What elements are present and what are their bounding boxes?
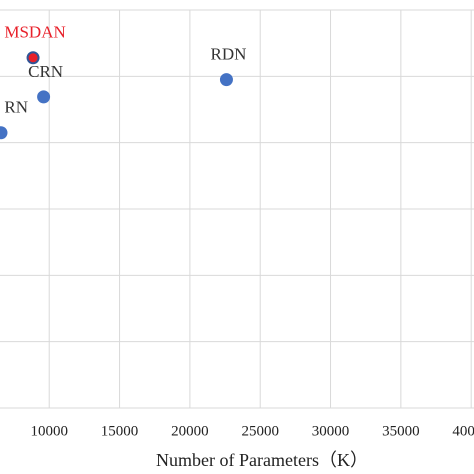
data-point [219, 73, 233, 87]
data-point [0, 126, 8, 140]
x-tick-label: 35000 [382, 423, 420, 439]
x-tick-label: 20000 [171, 423, 209, 439]
data-point [26, 51, 40, 65]
x-axis-title: Number of Parameters（K） [156, 450, 368, 470]
data-point [37, 90, 51, 104]
point-label: RDN [210, 45, 246, 64]
x-tick-label: 40000 [452, 423, 474, 439]
x-tick-label: 15000 [101, 423, 139, 439]
x-tick-label: 30000 [312, 423, 350, 439]
point-label: CRN [28, 62, 63, 81]
point-label: RN [4, 98, 28, 117]
point-label: MSDAN [4, 23, 65, 42]
x-tick-label: 10000 [30, 423, 68, 439]
x-tick-label: 25000 [241, 423, 279, 439]
